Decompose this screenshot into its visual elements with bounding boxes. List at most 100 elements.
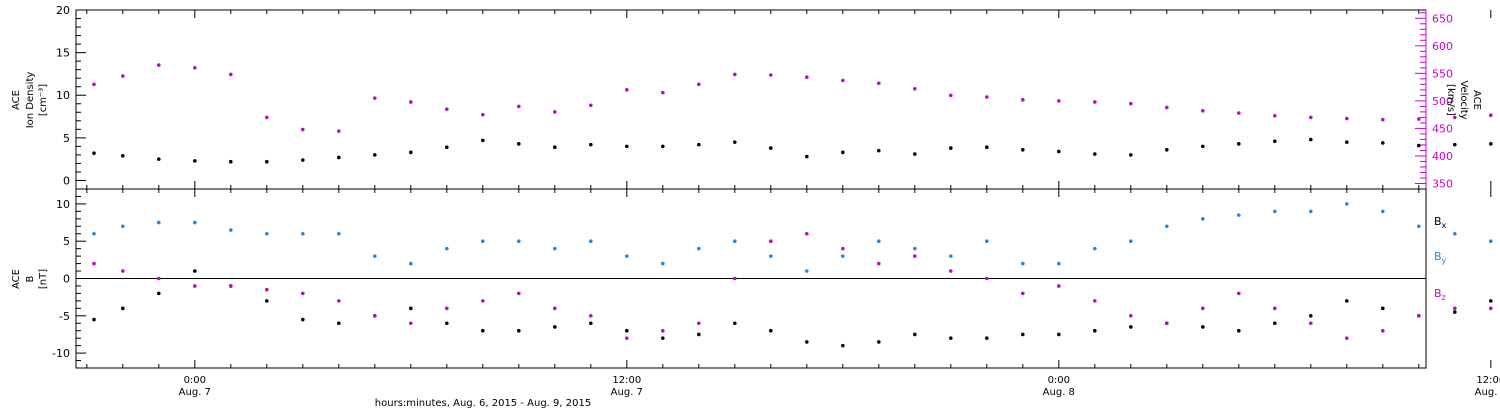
bz-point xyxy=(1237,291,1241,296)
bx-point xyxy=(121,306,125,311)
density-axis-label-2: Ion Density xyxy=(25,72,36,129)
bx-point xyxy=(877,340,881,344)
b-tick-label: 10 xyxy=(56,198,70,211)
velocity-point xyxy=(877,81,881,86)
velocity-tick-label: 450 xyxy=(1432,122,1453,135)
velocity-point xyxy=(92,82,96,87)
bx-point xyxy=(1129,325,1133,329)
velocity-point xyxy=(1237,111,1241,115)
bx-point xyxy=(445,321,449,326)
bz-point xyxy=(1129,313,1133,318)
by-point xyxy=(1165,224,1169,229)
bx-point xyxy=(661,336,665,340)
density-point xyxy=(1093,152,1097,156)
bz-point xyxy=(697,321,701,326)
b-tick-label: 0 xyxy=(63,273,70,286)
bx-point xyxy=(517,328,521,333)
density-point xyxy=(1057,149,1061,154)
density-point xyxy=(625,144,629,149)
bx-point xyxy=(589,321,593,326)
density-point xyxy=(589,142,593,147)
by-point xyxy=(1345,202,1349,206)
bx-point xyxy=(1201,325,1205,329)
density-point xyxy=(1237,142,1241,146)
bz-point xyxy=(445,306,449,311)
bz-point xyxy=(733,276,737,281)
top-panel-frame xyxy=(75,9,1427,190)
density-tick-label: 0 xyxy=(63,174,70,187)
density-point xyxy=(697,142,701,147)
top-panel: 0 5 10 15 20 350 400 450 500 550 600 650 ACE Ion D… xyxy=(11,4,1493,190)
legend-subscript: y xyxy=(1442,256,1447,265)
velocity-point xyxy=(157,63,161,67)
density-point xyxy=(229,159,233,164)
density-point xyxy=(1345,140,1349,144)
bz-point xyxy=(157,276,161,281)
b-axis-ticks: -10 -5 0 5 10 xyxy=(52,195,86,362)
velocity-point xyxy=(1345,116,1349,121)
velocity-point xyxy=(229,72,233,77)
velocity-tick-label: 650 xyxy=(1432,12,1453,25)
bz-point xyxy=(877,261,881,266)
velocity-point xyxy=(1489,113,1493,117)
bx-point xyxy=(1021,332,1025,337)
density-point xyxy=(1201,144,1205,149)
velocity-point xyxy=(409,100,413,104)
legend-subscript: x xyxy=(1442,221,1447,230)
by-point xyxy=(769,254,773,258)
density-tick-label: 5 xyxy=(63,132,70,145)
density-point xyxy=(1021,147,1025,152)
velocity-point xyxy=(769,73,773,77)
by-point xyxy=(92,231,96,236)
by-point xyxy=(337,231,341,236)
by-point xyxy=(1309,209,1313,214)
by-point xyxy=(1129,239,1133,244)
velocity-point xyxy=(1129,101,1133,106)
bx-point xyxy=(1453,310,1457,314)
bz-point xyxy=(409,321,413,326)
by-point xyxy=(1237,213,1241,217)
b-tick-label: -10 xyxy=(52,347,70,360)
velocity-point xyxy=(1309,115,1313,120)
bx-point xyxy=(769,328,773,333)
bx-point xyxy=(841,343,845,348)
bz-point xyxy=(373,313,377,318)
density-point xyxy=(1165,147,1169,152)
by-point xyxy=(481,239,485,244)
velocity-point xyxy=(949,93,953,98)
density-point xyxy=(733,140,737,144)
bx-point xyxy=(409,306,413,311)
bz-point xyxy=(769,239,773,244)
density-point xyxy=(841,150,845,155)
b-tick-label: -5 xyxy=(59,310,70,323)
velocity-axis-label-2: Velocity xyxy=(1458,80,1469,119)
bz-point xyxy=(481,299,485,303)
by-point xyxy=(409,261,413,266)
bz-point xyxy=(1057,284,1061,288)
velocity-tick-label: 500 xyxy=(1432,95,1453,108)
velocity-point xyxy=(481,112,485,117)
legend-bx: Bx xyxy=(1434,215,1447,230)
density-point xyxy=(1381,141,1385,145)
bz-point xyxy=(1345,336,1349,340)
bx-point xyxy=(1345,299,1349,303)
by-point xyxy=(193,220,197,225)
bx-point xyxy=(301,317,305,322)
density-point xyxy=(877,148,881,153)
legend-symbol: B xyxy=(1434,250,1442,263)
by-point xyxy=(157,220,161,225)
bz-point xyxy=(1381,328,1385,333)
by-point xyxy=(985,239,989,244)
bz-point xyxy=(841,246,845,251)
velocity-axis-ticks: 350 400 450 500 550 600 650 xyxy=(1415,10,1453,190)
bx-point xyxy=(985,336,989,340)
velocity-point xyxy=(1201,108,1205,113)
density-tick-label: 10 xyxy=(56,89,70,102)
velocity-tick-label: 400 xyxy=(1432,150,1453,163)
date-tick-label: Aug. 8 xyxy=(1475,387,1500,398)
bx-point xyxy=(1309,313,1313,318)
date-tick-label: Aug. 7 xyxy=(611,387,643,398)
